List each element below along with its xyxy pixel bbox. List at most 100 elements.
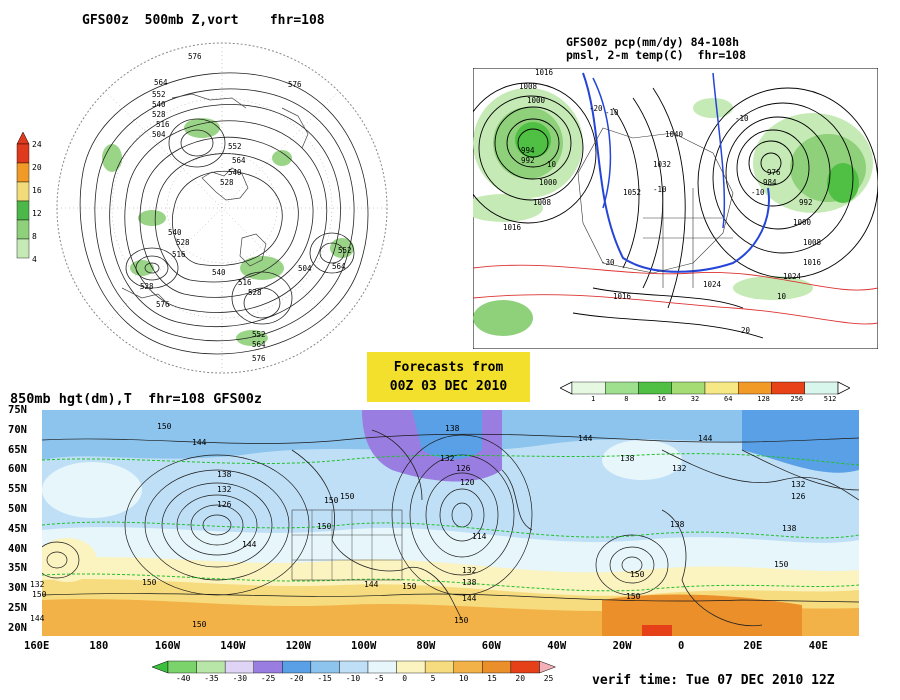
contour-label: 144	[242, 540, 257, 549]
map-850mb	[42, 410, 859, 636]
lat-label: 35N	[8, 562, 27, 575]
lat-label: 70N	[8, 423, 27, 436]
contour-label: 1016	[535, 68, 554, 77]
lon-label: 160W	[154, 640, 181, 652]
lon-label: 120W	[285, 640, 311, 652]
colorbar-pcp-tick: 128	[757, 395, 770, 403]
contour-label: 126	[791, 492, 806, 501]
contour-label: 1000	[793, 218, 812, 227]
colorbar-pcp-tick: 256	[790, 395, 804, 403]
colorbar-pcp-tick: 16	[657, 395, 666, 403]
lat-label: 25N	[8, 602, 27, 614]
contour-label: 992	[521, 156, 535, 165]
colorbar-850-swatch	[424, 660, 454, 674]
contour-label: 138	[217, 470, 232, 479]
lon-label: 80W	[416, 640, 436, 652]
colorbar-500mb-swatch	[16, 162, 30, 183]
contour-label: 150	[324, 496, 339, 505]
colorbar-850-tick: 25	[543, 674, 554, 683]
contour-labels-500mb: 576 564 552 540 528 516 504 540 528 516 576 564 552 5…	[52, 38, 392, 378]
contour-label: 552	[228, 142, 242, 151]
contour-label: 144	[30, 614, 45, 623]
contour-label: 1008	[803, 238, 822, 247]
colorbar-pcp-swatch	[571, 381, 606, 395]
colorbar-850-swatch	[167, 660, 197, 674]
contour-label: 1024	[703, 280, 722, 289]
lat-label: 40N	[8, 542, 27, 555]
colorbar-500mb-swatch	[16, 238, 30, 259]
contour-label: 504	[152, 130, 166, 139]
colorbar-850-swatch	[396, 660, 426, 674]
lat-label: 65N	[8, 443, 27, 456]
contour-label: 138	[462, 578, 477, 587]
contour-label: 20	[741, 326, 751, 335]
colorbar-pcp	[560, 381, 850, 395]
contour-label: 576	[188, 52, 202, 61]
colorbar-850-swatch	[196, 660, 226, 674]
colorbar-850-tick: -40	[176, 674, 191, 683]
contour-label: 540	[228, 168, 242, 177]
lon-label: 0	[678, 640, 685, 652]
colorbar-pcp-tick: 8	[624, 395, 629, 403]
contour-label: 114	[472, 532, 487, 541]
contour-label: 120	[460, 478, 475, 487]
contour-label: 552	[338, 246, 352, 255]
colorbar-850-tick: 20	[515, 674, 526, 683]
contour-label: 144	[364, 580, 379, 589]
panel-pcp-title-line2: pmsl, 2-m temp(C) fhr=108	[566, 48, 747, 62]
colorbar-500mb-tick: 4	[32, 255, 37, 264]
contour-label: 132	[440, 454, 455, 463]
contour-label: 1016	[803, 258, 822, 267]
contour-label: 144	[192, 438, 207, 447]
contour-label: 150	[454, 616, 469, 625]
lat-axis-labels: 75N 70N 65N 60N 55N 50N 45N 40N 35N 30N 25N 20N	[8, 404, 42, 636]
contour-label: 528	[176, 238, 190, 247]
height-contours	[79, 72, 369, 355]
colorbar-500mb-tick: 24	[32, 140, 42, 149]
lat-label: 55N	[8, 483, 27, 496]
lon-label: 180	[89, 640, 109, 652]
precip-shading	[473, 88, 873, 336]
contour-label: 540	[168, 228, 182, 237]
colorbar-850-swatch	[339, 660, 369, 674]
coastlines	[577, 127, 734, 288]
contour-label: 564	[332, 262, 346, 271]
colorbar-850	[152, 660, 557, 674]
forecast-init-line1: Forecasts from	[393, 360, 504, 375]
colorbar-pcp-swatch	[704, 381, 739, 395]
contour-label: 516	[238, 278, 252, 287]
colorbar-500mb-tick: 16	[32, 186, 42, 195]
colorbar-850-tick: 10	[458, 674, 469, 683]
colorbar-pcp-tick: 64	[724, 395, 733, 403]
lon-label: 20E	[743, 640, 763, 652]
contour-label: 1008	[533, 198, 552, 207]
contour-label: 1016	[613, 292, 632, 301]
contour-label: 576	[252, 354, 266, 363]
contour-label: 132	[217, 485, 232, 494]
contour-label: 564	[154, 78, 168, 87]
colorbar-pcp-swatch	[605, 381, 639, 395]
polar-map-500mb	[56, 42, 388, 374]
isobars	[473, 82, 878, 339]
contour-label: 540	[212, 268, 226, 277]
lat-label: 30N	[8, 582, 27, 595]
contour-label: 132	[462, 566, 477, 575]
colorbar-500mb-tick: 12	[32, 209, 42, 218]
lat-label: 50N	[8, 503, 27, 515]
contour-label: 528	[248, 288, 262, 297]
lon-label: 160E	[24, 640, 50, 652]
colorbar-500mb-cap	[16, 131, 30, 145]
contour-label: -10	[605, 108, 619, 117]
coastlines-850	[291, 429, 859, 627]
contour-label: 126	[456, 464, 471, 473]
forecast-init-box: Forecasts from 00Z 03 DEC 2010	[367, 352, 530, 402]
lon-label: 40W	[547, 640, 567, 652]
colorbar-500mb	[16, 131, 30, 259]
contour-labels-pcp: 1016 1008 1000 994 992 1000 1008 1016 1052 1040 10…	[473, 68, 878, 349]
lat-label: 75N	[8, 404, 27, 416]
contour-label: 504	[298, 264, 312, 273]
colorbar-500mb-swatch	[16, 181, 30, 202]
colorbar-850-tick: -5	[374, 674, 384, 683]
contour-label: 528	[152, 110, 166, 119]
contour-label: 564	[252, 340, 266, 349]
